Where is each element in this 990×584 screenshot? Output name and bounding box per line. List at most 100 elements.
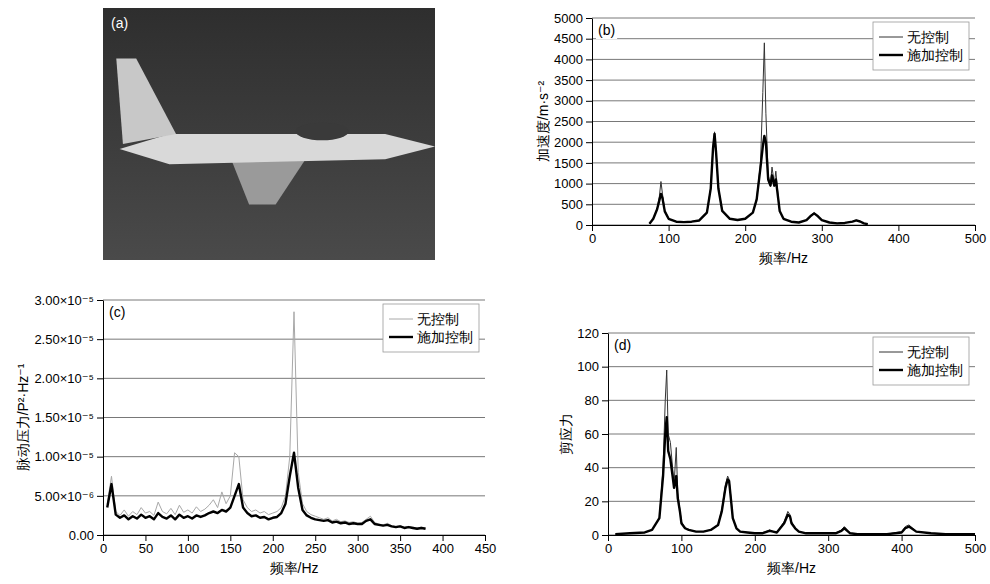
legend-label: 无控制 <box>907 29 949 45</box>
legend-swatch <box>389 319 413 320</box>
tick-label: 150 <box>220 541 242 556</box>
tick-mark <box>586 204 592 205</box>
tick-mark <box>822 225 823 231</box>
tick: 200 <box>735 225 757 246</box>
tick-mark <box>103 535 104 541</box>
tick-mark <box>586 163 592 164</box>
tick-label: 400 <box>888 231 910 246</box>
legend-label: 无控制 <box>417 311 459 327</box>
grid-line <box>608 535 975 536</box>
tick: 200 <box>262 535 284 556</box>
tick-label: 0 <box>592 528 599 543</box>
tick-label: 3500 <box>554 73 583 88</box>
tick: 1.50×10⁻⁵ <box>34 410 103 425</box>
tick-label: 4000 <box>554 52 583 67</box>
tick-mark <box>586 101 592 102</box>
tick-label: 100 <box>178 541 200 556</box>
tick-label: 0 <box>605 541 612 556</box>
series-line <box>649 43 867 224</box>
tick: 5000 <box>554 11 592 26</box>
tick-label: 0.00 <box>69 528 94 543</box>
grid-line <box>608 434 975 435</box>
tick-label: 200 <box>735 231 757 246</box>
grid-line <box>103 300 485 301</box>
x-axis: 0100200300400500 <box>605 535 986 556</box>
tick: 1500 <box>554 156 592 171</box>
grid-line <box>103 495 485 496</box>
tick-label: 2000 <box>554 135 583 150</box>
tick-label: 100 <box>658 231 680 246</box>
axis-line <box>593 225 976 226</box>
tick-label: 3000 <box>554 93 583 108</box>
legend-label: 施加控制 <box>417 329 473 345</box>
tick-mark <box>586 142 592 143</box>
x-axis-title: 频率/Hz <box>270 560 319 576</box>
panel-label: (b) <box>598 22 615 38</box>
tick-label: 300 <box>347 541 369 556</box>
tick-label: 40 <box>585 460 599 475</box>
grid-line <box>592 121 975 122</box>
axis-line <box>103 301 104 536</box>
grid-line <box>592 18 975 19</box>
x-axis-title: 频率/Hz <box>759 250 808 266</box>
series-line <box>615 370 975 534</box>
tick-label: 3.00×10⁻⁵ <box>34 293 94 308</box>
tick: 1.00×10⁻⁵ <box>34 449 103 464</box>
tick: 120 <box>577 326 608 341</box>
tick-mark <box>315 535 316 541</box>
series-line <box>107 453 425 529</box>
legend-label: 施加控制 <box>907 362 963 378</box>
panel-label-bg <box>596 21 617 39</box>
series-line <box>615 417 975 534</box>
tick-mark <box>145 535 146 541</box>
grid-line <box>592 204 975 205</box>
tick-mark <box>97 418 103 419</box>
tick-mark <box>608 535 609 541</box>
tick: 500 <box>561 197 592 212</box>
legend-box <box>383 304 479 352</box>
grid-line <box>103 378 485 379</box>
tick-label: 0 <box>576 218 583 233</box>
tick: 150 <box>220 535 242 556</box>
tick: 0 <box>576 218 592 233</box>
tick-mark <box>602 535 608 536</box>
tick: 50 <box>139 535 153 556</box>
tick: 4500 <box>554 31 592 46</box>
plot-area <box>649 43 867 224</box>
tick-mark <box>828 535 829 541</box>
tick-label: 2.50×10⁻⁵ <box>34 332 94 347</box>
tick-label: 500 <box>965 231 987 246</box>
grid-line <box>592 142 975 143</box>
tick: 400 <box>891 535 913 556</box>
tick: 300 <box>818 535 840 556</box>
tick-mark <box>586 39 592 40</box>
tick-mark <box>975 535 976 541</box>
legend-swatch <box>879 369 903 371</box>
tick-label: 200 <box>262 541 284 556</box>
photo-canopy <box>296 123 349 141</box>
tick: 2000 <box>554 135 592 150</box>
grid-line <box>103 535 485 536</box>
tick-mark <box>586 80 592 81</box>
tick-label: 5000 <box>554 11 583 26</box>
tick-label: 300 <box>811 231 833 246</box>
tick: 100 <box>577 359 608 374</box>
tick-label: 500 <box>561 197 583 212</box>
grid-line <box>608 333 975 334</box>
tick-label: 400 <box>891 541 913 556</box>
tick-mark <box>586 18 592 19</box>
grid-line <box>608 501 975 502</box>
tick: 4000 <box>554 52 592 67</box>
legend-swatch <box>879 54 903 56</box>
x-axis-title: 频率/Hz <box>767 560 816 576</box>
tick-mark <box>358 535 359 541</box>
tick: 20 <box>585 494 608 509</box>
tick-mark <box>902 535 903 541</box>
tick: 100 <box>671 535 693 556</box>
tick-label: 400 <box>432 541 454 556</box>
tick-label: 20 <box>585 494 599 509</box>
panel-label: (d) <box>614 337 631 353</box>
y-axis: 0500100015002000250030003500400045005000 <box>554 11 592 233</box>
figure: (a)0100200300400500050010001500200025003… <box>0 0 990 584</box>
legend-label: 施加控制 <box>907 47 963 63</box>
